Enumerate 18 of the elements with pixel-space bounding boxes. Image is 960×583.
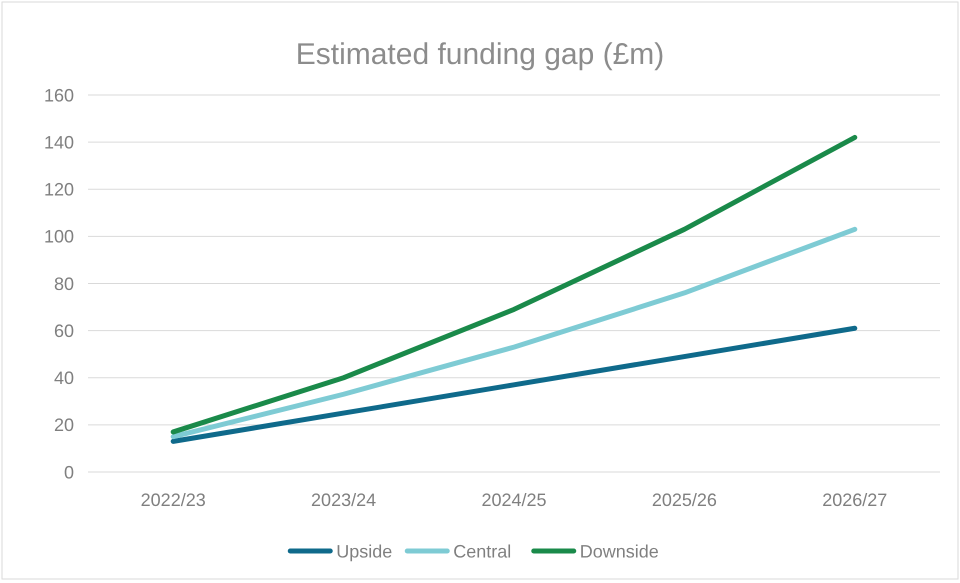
legend-label: Upside [336,541,392,562]
x-tick-label: 2026/27 [822,490,888,510]
y-tick-label: 140 [44,132,74,152]
x-tick-label: 2023/24 [311,490,376,510]
y-tick-label: 120 [44,180,74,200]
y-tick-label: 0 [64,462,74,482]
chart-title: Estimated funding gap (£m) [296,38,664,71]
y-tick-label: 80 [54,274,74,294]
x-tick-label: 2022/23 [140,490,206,510]
legend-label: Downside [580,541,659,562]
x-tick-label: 2024/25 [481,490,547,510]
y-tick-label: 20 [54,415,74,436]
y-tick-label: 40 [54,368,74,388]
x-tick-label: 2025/26 [652,490,717,510]
legend-label: Central [453,541,512,562]
y-tick-label: 60 [54,320,74,341]
y-tick-label: 100 [44,226,74,247]
y-tick-label: 160 [44,85,74,106]
